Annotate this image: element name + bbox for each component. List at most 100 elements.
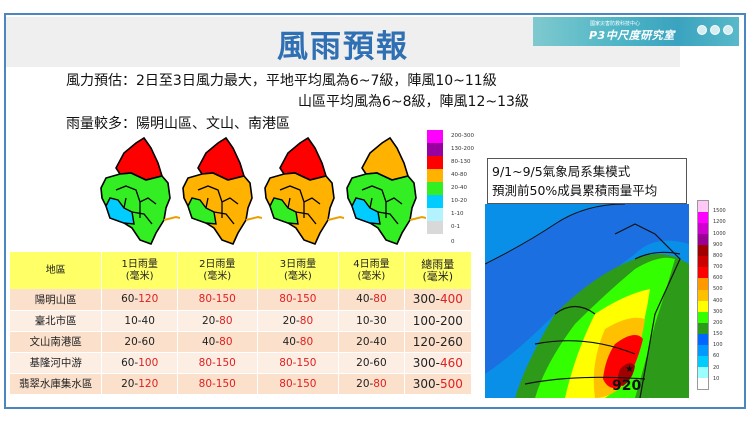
wind-forecast-line1: 風力預估：2日至3日風力最大，平地平均風為6~7級，陣風10~11級 <box>66 73 497 89</box>
colorbar-tick: 60 <box>713 353 720 360</box>
table-cell: 60-100 <box>101 352 178 374</box>
header-day3: 3日雨量 (毫米) <box>257 252 340 289</box>
table-cell: 80-150 <box>177 352 258 374</box>
area-name: 基隆河中游 <box>10 352 103 374</box>
header-day4: 4日雨量 (毫米) <box>338 252 405 289</box>
emblem-icon <box>697 25 707 35</box>
table-cell: 10-30 <box>338 310 405 332</box>
table-cell: 40-80 <box>338 289 405 311</box>
colorbar-tick: 10 <box>713 375 720 382</box>
legend-label: 200-300 <box>451 133 474 139</box>
wind-forecast-line2: 山區平均風為6~8級，陣風12~13級 <box>298 94 529 110</box>
colorbar-tick: 900 <box>713 241 723 248</box>
logo-emblems <box>697 25 733 35</box>
area-name: 文山南港區 <box>10 331 103 353</box>
ensemble-rain-map: ★ <box>485 204 689 398</box>
lab-logo: 國家災害防救科技中心 P3中尺度研究室 <box>533 17 739 46</box>
table-cell: 20-80 <box>257 310 340 332</box>
table-cell: 300-500 <box>404 373 473 395</box>
legend-label: 0 <box>451 239 455 245</box>
emblem-icon <box>723 25 733 35</box>
area-name: 臺北市區 <box>10 310 103 332</box>
legend-label: 10-20 <box>451 198 467 204</box>
daily-map-day2 <box>178 128 263 248</box>
legend-label: 1-10 <box>451 211 464 217</box>
table-cell: 20-80 <box>338 373 405 395</box>
daily-map-day1 <box>96 128 181 248</box>
logo-name: P3中尺度研究室 <box>589 29 675 42</box>
table-cell: 40-80 <box>257 331 340 353</box>
legend-label: 40-80 <box>451 172 467 178</box>
heavy-rain-areas: 雨量較多：陽明山區、文山、南港區 <box>66 116 290 132</box>
colorbar-tick: 600 <box>713 275 723 282</box>
table-cell: 80-150 <box>257 373 340 395</box>
table-cell: 300-460 <box>404 352 473 374</box>
legend-label: 0-1 <box>451 224 460 230</box>
legend-swatch <box>427 156 443 169</box>
colorbar-tick: 150 <box>713 331 723 338</box>
header-day1: 1日雨量 (毫米) <box>101 252 178 289</box>
colorbar-tick: 800 <box>713 252 723 259</box>
emblem-icon <box>710 25 720 35</box>
colorbar-tick: 500 <box>713 286 723 293</box>
ensemble-forecast-panel: ★ 9/1~9/5氣象局系集模式 預測前50%成員累積雨量平均 920 <box>483 156 693 398</box>
colorbar-tick: 1000 <box>713 230 726 237</box>
legend-label: 80-130 <box>451 159 471 165</box>
legend-swatch <box>427 195 443 208</box>
area-name: 陽明山區 <box>10 289 103 311</box>
daily-map-day3 <box>260 128 345 248</box>
colorbar-tick: 700 <box>713 264 723 271</box>
colorbar-tick: 1500 <box>713 208 726 215</box>
colorbar-tick: 1200 <box>713 219 726 226</box>
page-title: 風雨預報 <box>277 29 409 65</box>
daily-map-legend: 200-300 130-200 80-130 40-80 20-40 10-20 1-10 0… <box>427 130 487 250</box>
colorbar-tick: 20 <box>713 364 720 371</box>
table-cell: 10-40 <box>101 310 178 332</box>
table-cell: 20-80 <box>177 310 258 332</box>
area-name: 翡翠水庫集水區 <box>10 373 103 395</box>
colorbar-tick: 400 <box>713 297 723 304</box>
header-total: 總雨量 (毫米) <box>404 252 473 289</box>
caption-line2: 預測前50%成員累積雨量平均 <box>492 183 658 198</box>
rainfall-table: 地區 1日雨量 (毫米) 2日雨量 (毫米) 3日雨量 (毫米) 4日雨量 (毫米) 總… <box>10 252 473 395</box>
legend-swatch <box>427 169 443 182</box>
max-rain-value: 920 <box>612 378 642 394</box>
header-day2: 2日雨量 (毫米) <box>177 252 258 289</box>
table-cell: 100-200 <box>404 310 473 332</box>
table-row: 基隆河中游 60-100 80-150 80-150 20-60 300-460 <box>10 352 473 374</box>
table-row: 陽明山區 60-120 80-150 80-150 40-80 300-400 <box>10 289 473 311</box>
table-cell: 20-40 <box>338 331 405 353</box>
legend-swatch <box>427 221 443 234</box>
colorbar-tick: 300 <box>713 308 723 315</box>
legend-swatch <box>427 130 443 143</box>
ensemble-caption: 9/1~9/5氣象局系集模式 預測前50%成員累積雨量平均 <box>487 158 687 204</box>
legend-swatch <box>427 182 443 195</box>
table-cell: 80-150 <box>177 289 258 311</box>
colorbar-tick: 200 <box>713 319 723 326</box>
table-cell: 80-150 <box>177 373 258 395</box>
table-row: 翡翠水庫集水區 20-120 80-150 80-150 20-80 300-500 <box>10 373 473 395</box>
table-cell: 300-400 <box>404 289 473 311</box>
legend-swatch <box>427 143 443 156</box>
table-cell: 80-150 <box>257 352 340 374</box>
colorbar-tick: 100 <box>713 342 723 349</box>
daily-rain-maps <box>96 128 427 250</box>
table-cell: 40-80 <box>177 331 258 353</box>
table-row: 臺北市區 10-40 20-80 20-80 10-30 100-200 <box>10 310 473 332</box>
table-cell: 80-150 <box>257 289 340 311</box>
table-cell: 20-60 <box>338 352 405 374</box>
colorbar <box>697 200 709 390</box>
table-row: 文山南港區 20-60 40-80 40-80 20-40 120-260 <box>10 331 473 353</box>
table-cell: 120-260 <box>404 331 473 353</box>
table-header-row: 地區 1日雨量 (毫米) 2日雨量 (毫米) 3日雨量 (毫米) 4日雨量 (毫米) 總… <box>10 252 473 289</box>
legend-label: 130-200 <box>451 146 474 152</box>
legend-swatch <box>427 208 443 221</box>
legend-label: 20-40 <box>451 185 467 191</box>
caption-line1: 9/1~9/5氣象局系集模式 <box>492 164 631 179</box>
table-cell: 20-120 <box>101 373 178 395</box>
ensemble-legend: 1500 1200 1000 900 800 700 600 500 400 300 200 150 1… <box>697 200 737 396</box>
daily-map-day4 <box>342 128 427 248</box>
table-cell: 20-60 <box>101 331 178 353</box>
table-cell: 60-120 <box>101 289 178 311</box>
logo-subtitle: 國家災害防救科技中心 <box>590 21 641 27</box>
